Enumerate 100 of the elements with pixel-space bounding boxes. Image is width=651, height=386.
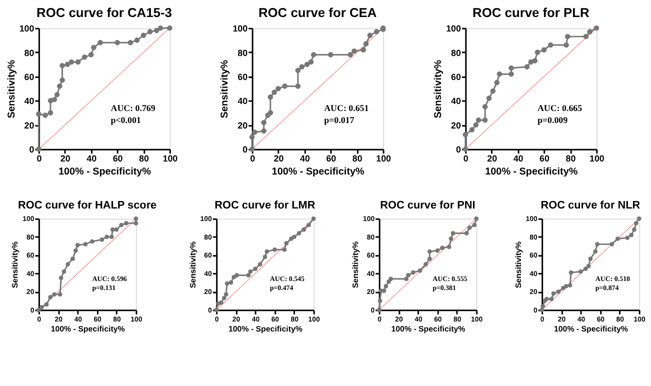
annotation: p=0.017 <box>324 115 355 126</box>
x-tick-label: 100 <box>376 154 392 164</box>
point <box>261 120 267 126</box>
point <box>100 237 104 242</box>
point <box>295 84 301 89</box>
x-tick-label: 40 <box>300 154 310 164</box>
point <box>73 248 78 253</box>
x-tick-label: 80 <box>139 154 149 164</box>
point <box>224 292 228 297</box>
point <box>532 58 538 64</box>
point <box>625 236 630 240</box>
point <box>384 284 388 288</box>
point <box>246 273 251 278</box>
x-axis-title: 100% - Specificity% <box>272 166 364 178</box>
point <box>404 276 409 282</box>
x-tick-label: 60 <box>112 154 123 164</box>
x-axis-title: 100% - Specificity% <box>228 324 302 334</box>
point <box>486 96 492 101</box>
chart-title: ROC curve for LMR <box>214 200 316 212</box>
point <box>450 231 456 236</box>
point <box>482 117 488 123</box>
y-tick-label: 40 <box>451 96 461 106</box>
chart-title: ROC curve for PLR <box>472 5 590 20</box>
point <box>352 48 357 54</box>
y-tick-label: 60 <box>238 72 248 82</box>
point <box>636 216 642 221</box>
y-tick-label: 60 <box>451 72 461 82</box>
point <box>508 71 514 77</box>
point <box>328 52 334 58</box>
point <box>272 90 278 95</box>
point <box>249 134 255 140</box>
point <box>472 222 477 228</box>
point <box>482 104 488 110</box>
point <box>360 47 366 53</box>
point <box>548 42 554 48</box>
point <box>90 239 94 244</box>
point <box>114 227 119 232</box>
point <box>295 68 301 74</box>
point <box>58 276 64 280</box>
point <box>541 47 547 53</box>
point <box>114 40 120 46</box>
point <box>110 227 115 232</box>
point <box>44 302 49 307</box>
point <box>91 44 96 50</box>
point <box>288 236 294 241</box>
point <box>88 52 94 58</box>
point <box>427 249 432 254</box>
point <box>66 262 70 267</box>
point <box>252 130 258 135</box>
x-tick-label: 20 <box>487 154 498 164</box>
point <box>36 111 42 117</box>
point <box>134 38 140 43</box>
chart-title: ROC curve for CEA <box>258 5 377 20</box>
point <box>568 270 574 275</box>
point <box>75 59 81 65</box>
point <box>262 254 268 260</box>
point <box>109 234 114 240</box>
y-tick-label: 80 <box>238 48 248 58</box>
point <box>418 268 422 273</box>
x-axis-title: 100% - Specificity% <box>485 166 578 178</box>
point <box>48 110 54 116</box>
point <box>632 227 636 232</box>
point <box>296 231 302 236</box>
x-tick-label: 0 <box>36 154 42 164</box>
point <box>58 292 62 297</box>
point <box>128 40 134 46</box>
point <box>224 281 230 286</box>
point <box>60 77 65 83</box>
point <box>83 242 88 246</box>
point <box>154 28 160 34</box>
point <box>427 256 432 262</box>
point <box>578 269 583 274</box>
point <box>134 220 138 226</box>
annotation: AUC: 0.665 <box>537 102 583 113</box>
point <box>82 54 88 60</box>
point <box>496 71 502 77</box>
point <box>588 256 593 262</box>
point <box>549 296 554 302</box>
point <box>474 216 479 221</box>
point <box>75 242 80 248</box>
y-axis-title: Sensitivity% <box>433 60 444 118</box>
point <box>302 227 306 232</box>
y-tick-label: 20 <box>238 120 248 130</box>
point <box>124 220 128 226</box>
point <box>264 249 270 254</box>
point <box>568 283 572 288</box>
point <box>594 25 600 31</box>
y-tick-label: 100 <box>232 24 248 34</box>
point <box>299 64 305 70</box>
x-tick-label: 100 <box>162 154 178 164</box>
point <box>268 94 274 100</box>
point <box>610 242 614 246</box>
point <box>564 42 569 48</box>
point <box>593 249 598 254</box>
x-tick-label: 80 <box>352 154 362 164</box>
point <box>410 270 416 275</box>
point <box>261 128 267 134</box>
x-axis-title: 100% - Specificity% <box>58 166 152 178</box>
point <box>583 34 589 40</box>
y-tick-label: 100 <box>446 24 461 34</box>
